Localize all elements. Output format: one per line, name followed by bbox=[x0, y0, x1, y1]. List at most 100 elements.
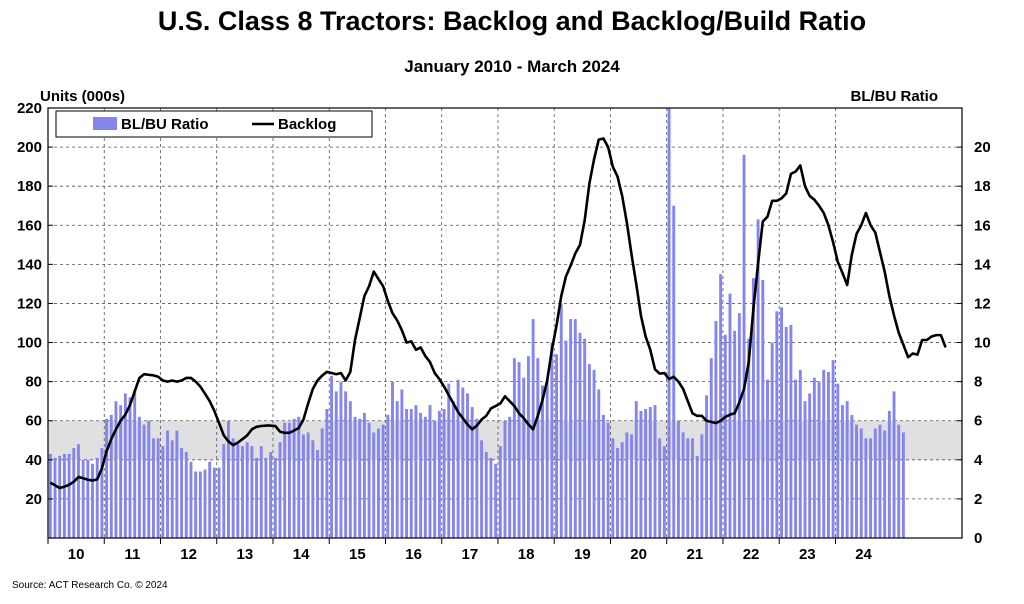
ratio-bar bbox=[737, 313, 741, 538]
x-tick-label: 13 bbox=[237, 546, 254, 563]
ratio-bar bbox=[381, 424, 385, 538]
ratio-bar bbox=[278, 442, 282, 538]
ratio-bar bbox=[653, 405, 657, 538]
ratio-bar bbox=[316, 450, 319, 538]
ratio-bar bbox=[180, 448, 184, 538]
ratio-bar bbox=[606, 422, 610, 538]
ratio-bar bbox=[48, 453, 52, 538]
right-tick-label: 10 bbox=[974, 335, 991, 352]
left-tick-label: 200 bbox=[17, 139, 42, 156]
ratio-bar bbox=[339, 381, 343, 538]
left-tick-label: 80 bbox=[25, 374, 42, 391]
ratio-bar bbox=[625, 432, 629, 538]
ratio-bar bbox=[386, 414, 390, 538]
ratio-bar bbox=[526, 356, 530, 538]
x-tick-label: 21 bbox=[686, 546, 703, 563]
ratio-bar bbox=[53, 457, 57, 538]
ratio-bar bbox=[508, 416, 512, 538]
ratio-bar bbox=[325, 409, 329, 538]
ratio-bar bbox=[348, 401, 352, 538]
ratio-bar bbox=[198, 471, 202, 538]
ratio-bar bbox=[850, 414, 854, 538]
right-tick-label: 14 bbox=[974, 256, 991, 273]
ratio-bar bbox=[700, 434, 704, 538]
right-tick-label: 12 bbox=[974, 295, 991, 312]
ratio-bar bbox=[128, 397, 132, 538]
ratio-bar bbox=[826, 371, 830, 538]
ratio-bar bbox=[545, 381, 549, 538]
right-axis-ticks: 0 2 4 6 8 10 12 14 16 18 20 bbox=[957, 139, 991, 547]
ratio-bar bbox=[77, 444, 80, 538]
ratio-bar bbox=[512, 358, 516, 538]
left-tick-label: 220 bbox=[17, 100, 42, 117]
ratio-bar bbox=[883, 430, 887, 538]
ratio-bar bbox=[184, 452, 188, 538]
ratio-bar bbox=[630, 434, 634, 538]
legend-label-ratio: BL/BU Ratio bbox=[121, 116, 209, 133]
ratio-bar bbox=[691, 438, 694, 538]
x-tick-label: 20 bbox=[630, 546, 647, 563]
left-tick-label: 100 bbox=[17, 335, 42, 352]
ratio-bar bbox=[878, 424, 882, 538]
ratio-bar bbox=[391, 381, 394, 538]
ratio-bar bbox=[855, 424, 858, 538]
ratio-bar bbox=[241, 446, 244, 538]
ratio-bar bbox=[822, 369, 826, 538]
ratio-bar bbox=[784, 326, 788, 538]
left-tick-label: 120 bbox=[17, 295, 42, 312]
ratio-bar bbox=[86, 459, 90, 538]
ratio-bar bbox=[831, 360, 835, 538]
ratio-bar bbox=[573, 319, 577, 538]
ratio-bar bbox=[100, 448, 104, 538]
ratio-bar bbox=[236, 444, 240, 538]
right-tick-label: 2 bbox=[974, 491, 982, 508]
ratio-bar bbox=[466, 393, 469, 538]
ratio-bar bbox=[719, 274, 723, 538]
ratio-bar bbox=[658, 438, 662, 538]
ratio-bar bbox=[433, 420, 437, 538]
ratio-bar bbox=[611, 438, 615, 538]
left-tick-label: 20 bbox=[25, 491, 42, 508]
ratio-bar bbox=[503, 420, 507, 538]
ratio-bar bbox=[245, 442, 249, 538]
ratio-bar bbox=[550, 342, 554, 538]
ratio-bar bbox=[170, 440, 174, 538]
ratio-bar bbox=[522, 377, 526, 538]
ratio-bar bbox=[836, 383, 840, 538]
ratio-bar bbox=[756, 219, 760, 538]
right-tick-label: 20 bbox=[974, 139, 991, 156]
ratio-bar bbox=[372, 432, 376, 538]
ratio-bar bbox=[592, 369, 596, 538]
ratio-bar bbox=[709, 358, 713, 538]
ratio-bar bbox=[414, 405, 418, 538]
ratio-bar bbox=[428, 405, 432, 538]
ratio-bar bbox=[222, 444, 226, 538]
x-tick-label: 12 bbox=[180, 546, 197, 563]
ratio-bar bbox=[161, 446, 165, 538]
ratio-bar bbox=[541, 385, 544, 538]
ratio-bar bbox=[555, 354, 559, 538]
ratio-bar bbox=[259, 446, 263, 538]
ratio-bar bbox=[264, 457, 268, 538]
ratio-bar bbox=[887, 410, 891, 538]
ratio-bar bbox=[470, 407, 474, 538]
ratio-bar bbox=[648, 407, 652, 538]
left-tick-label: 60 bbox=[25, 413, 42, 430]
ratio-bar bbox=[306, 432, 310, 538]
ratio-bar bbox=[109, 414, 113, 538]
ratio-bar bbox=[770, 342, 774, 538]
ratio-bar bbox=[662, 446, 666, 538]
ratio-bar bbox=[442, 409, 446, 538]
ratio-bar bbox=[231, 438, 235, 538]
ratio-bar bbox=[358, 418, 362, 538]
ratio-bar bbox=[864, 438, 868, 538]
right-tick-label: 4 bbox=[974, 452, 983, 469]
ratio-bar bbox=[203, 469, 207, 538]
ratio-bar bbox=[494, 463, 498, 538]
ratio-bar bbox=[747, 338, 751, 538]
ratio-bar bbox=[119, 405, 123, 538]
ratio-bar bbox=[189, 461, 193, 538]
right-tick-label: 8 bbox=[974, 374, 982, 391]
ratio-bar bbox=[869, 438, 873, 538]
ratio-bar bbox=[644, 409, 648, 538]
